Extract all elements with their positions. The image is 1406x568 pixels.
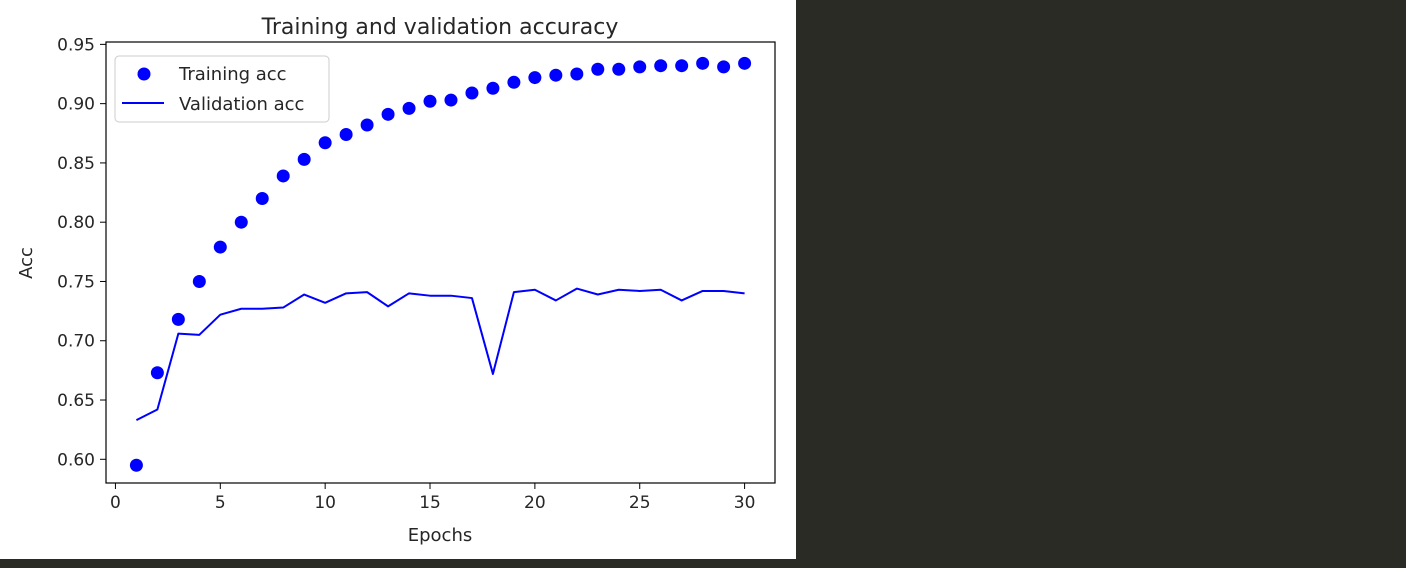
chart-svg: 0 5 10 15 20 25 30 0.60 0.65 0.70 0.75 0.80 0.85 0.9… bbox=[16, 15, 776, 546]
y-axis: 0.60 0.65 0.70 0.75 0.80 0.85 0.90 0.95 bbox=[57, 35, 106, 470]
training-acc-point bbox=[339, 127, 353, 141]
y-tick-label: 0.80 bbox=[57, 213, 95, 233]
y-tick-label: 0.85 bbox=[57, 154, 95, 174]
y-tick-label: 0.95 bbox=[57, 35, 95, 55]
training-acc-point bbox=[633, 60, 647, 74]
y-tick-label: 0.60 bbox=[57, 450, 95, 470]
training-acc-point bbox=[612, 62, 626, 76]
y-tick-label: 0.90 bbox=[57, 95, 95, 115]
validation-acc-line bbox=[135, 287, 745, 422]
training-acc-point bbox=[276, 169, 290, 183]
y-tick-label: 0.65 bbox=[57, 391, 95, 411]
y-axis-label: Acc bbox=[16, 247, 37, 279]
training-acc-point bbox=[381, 107, 395, 121]
training-acc-point bbox=[150, 366, 164, 380]
validation-series bbox=[135, 287, 745, 422]
training-acc-point bbox=[360, 118, 374, 132]
training-acc-point bbox=[591, 62, 605, 76]
x-tick-label: 15 bbox=[419, 493, 441, 513]
training-acc-point bbox=[402, 101, 416, 115]
training-series bbox=[129, 56, 752, 472]
training-acc-point bbox=[549, 68, 563, 82]
training-acc-point bbox=[213, 240, 227, 254]
y-tick-label: 0.75 bbox=[57, 272, 95, 292]
training-acc-point bbox=[465, 86, 479, 100]
training-acc-point bbox=[171, 312, 185, 326]
x-tick-label: 20 bbox=[524, 493, 546, 513]
training-acc-point bbox=[255, 191, 269, 205]
training-acc-point bbox=[507, 75, 521, 89]
training-acc-point bbox=[738, 56, 752, 70]
legend-label-training: Training acc bbox=[178, 64, 287, 85]
training-acc-point bbox=[717, 60, 731, 74]
training-acc-point bbox=[192, 274, 206, 288]
training-acc-point bbox=[297, 152, 311, 166]
x-axis-label: Epochs bbox=[408, 525, 473, 546]
training-acc-point bbox=[234, 215, 248, 229]
legend-label-validation: Validation acc bbox=[179, 94, 304, 115]
chart-title: Training and validation accuracy bbox=[261, 15, 619, 40]
x-tick-label: 0 bbox=[110, 493, 121, 513]
x-tick-label: 5 bbox=[215, 493, 226, 513]
training-acc-point bbox=[486, 81, 500, 95]
training-acc-point bbox=[570, 67, 584, 81]
legend: Training acc Validation acc bbox=[114, 55, 330, 123]
training-acc-point bbox=[675, 59, 689, 73]
training-acc-point bbox=[528, 71, 542, 85]
training-acc-point bbox=[654, 59, 668, 73]
training-acc-point bbox=[444, 93, 458, 107]
y-tick-label: 0.70 bbox=[57, 332, 95, 352]
x-tick-label: 30 bbox=[734, 493, 756, 513]
legend-box bbox=[114, 55, 330, 123]
figure: 0 5 10 15 20 25 30 0.60 0.65 0.70 0.75 0.80 0.85 0.9… bbox=[0, 0, 796, 559]
x-axis: 0 5 10 15 20 25 30 bbox=[110, 483, 755, 513]
x-tick-label: 10 bbox=[314, 493, 336, 513]
training-acc-point bbox=[696, 56, 710, 70]
training-acc-point bbox=[318, 136, 332, 150]
training-acc-point bbox=[423, 94, 437, 108]
x-tick-label: 25 bbox=[629, 493, 651, 513]
legend-dot-marker bbox=[137, 67, 151, 81]
training-acc-point bbox=[129, 458, 143, 472]
